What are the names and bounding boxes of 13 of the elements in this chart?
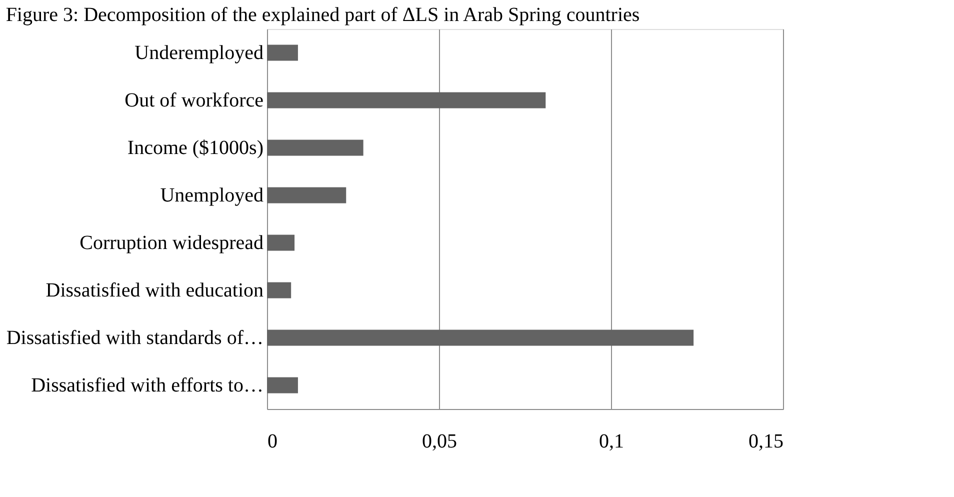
chart-title: Figure 3: Decomposition of the explained part of ΔLS in Arab Spring countries <box>6 4 640 26</box>
y-tick-label: Corruption widespread <box>80 232 264 254</box>
x-tick-label: 0,1 <box>599 430 624 452</box>
x-tick-label: 0,05 <box>422 430 457 452</box>
y-tick-label: Dissatisfied with education <box>46 279 264 302</box>
x-tick-label: 0,15 <box>748 430 784 452</box>
y-tick-label: Unemployed <box>160 184 264 206</box>
x-tick-label: 0 <box>268 430 278 452</box>
y-tick-label: Out of workforce <box>124 89 264 112</box>
y-tick-label: Dissatisfied with efforts to… <box>31 374 264 396</box>
y-tick-label: Underemployed <box>134 42 264 64</box>
y-tick-label: Income ($1000s) <box>127 136 264 159</box>
y-tick-label: Dissatisfied with standards of… <box>6 326 264 349</box>
